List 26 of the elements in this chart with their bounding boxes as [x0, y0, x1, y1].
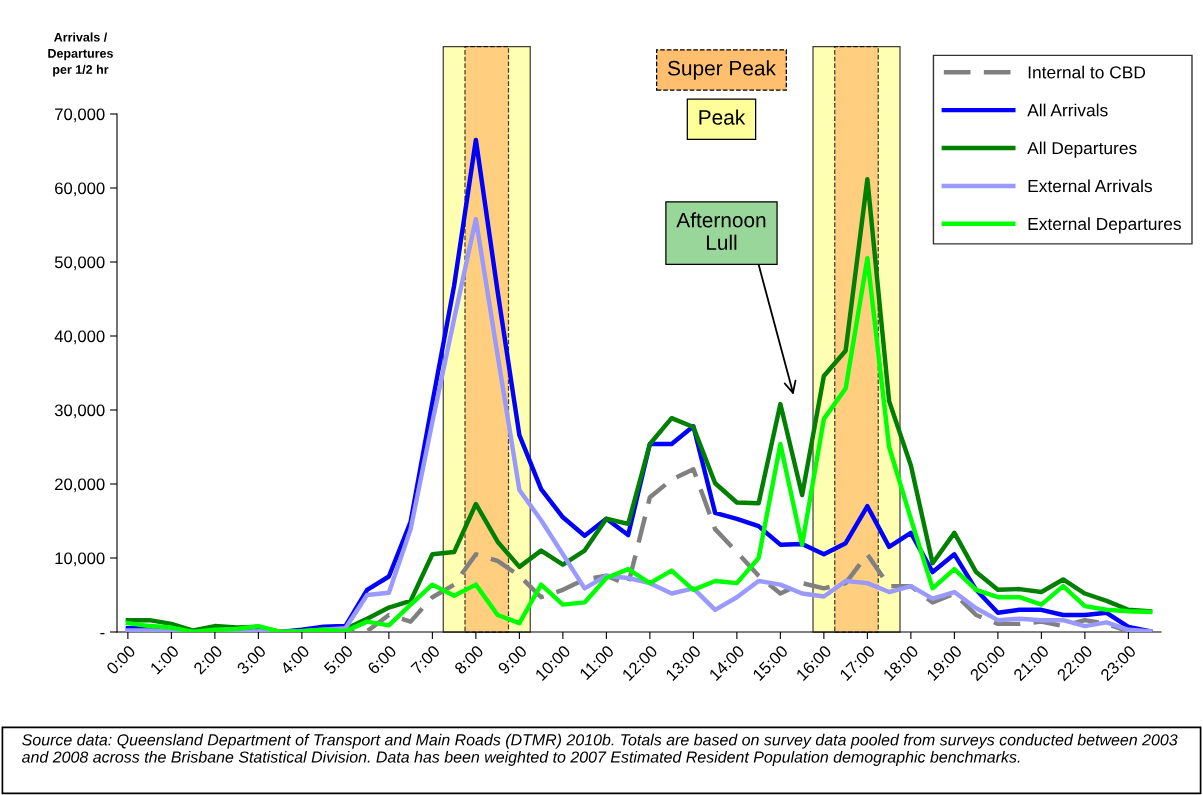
y-tick-label: 30,000	[54, 404, 105, 419]
x-tick-label: 8:00	[453, 644, 485, 675]
legend-label: External Departures	[1028, 217, 1181, 234]
source-note: Source data: Queensland Department of Transport and Main Roads (DTMR) 2010b. Totals are based on survey data pooled from surveys conducted between 2003 and 2008 across the Brisbane Statistical Division. Data has been weighted to 2007 Estimated Resident Population demographic benchmarks.	[22, 733, 1178, 766]
x-tick-label: 6:00	[366, 644, 398, 675]
legend-label: All Departures	[1027, 141, 1137, 158]
y-tick-label: 40,000	[54, 330, 105, 345]
x-tick-label: 3:00	[236, 644, 267, 675]
legend-label: External Arrivals	[1028, 179, 1152, 193]
legend-label: Internal to CBD	[1028, 65, 1146, 79]
x-tick-label: 4:00	[279, 644, 311, 676]
x-tick-label: 5:00	[323, 644, 354, 675]
x-tick-label: 0:00	[105, 644, 137, 675]
y-tick-label: 10,000	[55, 552, 105, 567]
x-tick-label: 7:00	[410, 644, 441, 675]
x-tick-label: 9:00	[497, 644, 528, 675]
annotation: Afternoon Lull	[676, 212, 766, 250]
text: Super Peak	[667, 60, 776, 80]
y-tick-label: 70,000	[55, 108, 105, 123]
y-tick-label: 60,000	[55, 182, 105, 197]
y-tick-label: 20,000	[55, 478, 105, 493]
y-tick-label: -	[100, 632, 105, 635]
annotation: Peak	[699, 109, 746, 125]
y-axis-title: Arrivals / Departures per 1/2 hr	[48, 32, 113, 77]
y-tick-label: 50,000	[54, 256, 105, 271]
legend-label: All Arrivals	[1027, 103, 1108, 117]
